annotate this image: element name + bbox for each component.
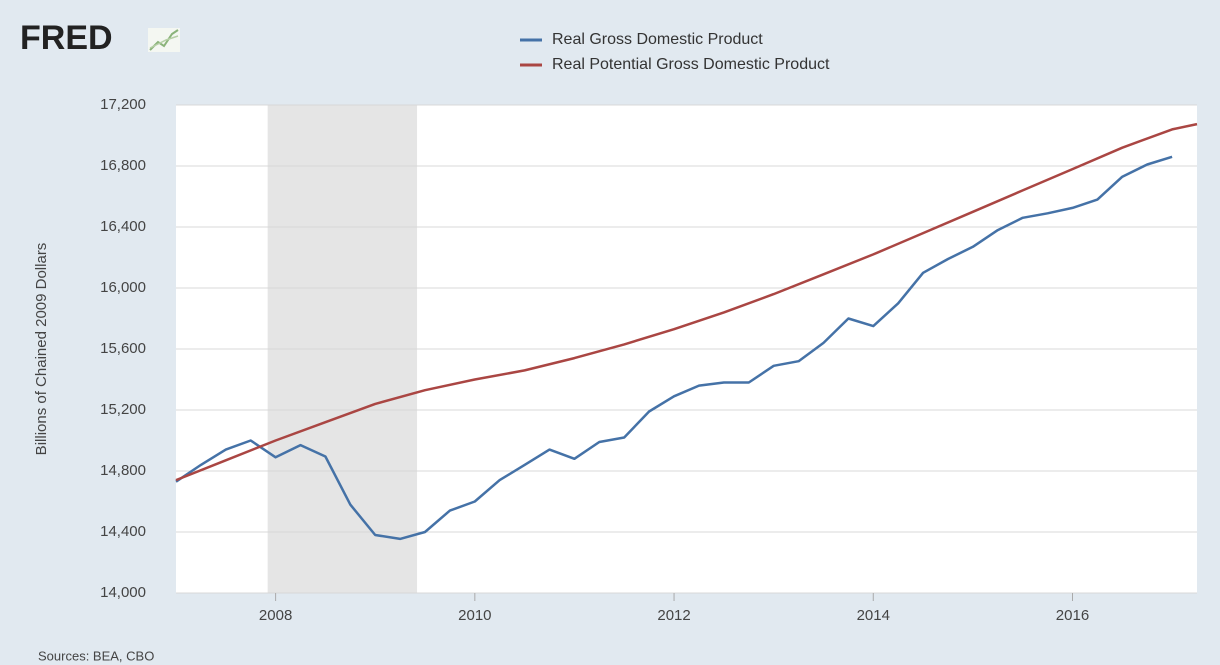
series-line: [175, 122, 1198, 482]
logo: FRED: [20, 19, 113, 57]
y-tick-label: 17,200: [100, 96, 146, 113]
y-tick-label: 15,600: [100, 340, 146, 357]
x-tick-label: 2012: [657, 607, 690, 624]
y-axis-label: Billions of Chained 2009 Dollars: [33, 243, 50, 456]
y-tick-label: 14,400: [100, 523, 146, 540]
legend-label: Real Gross Domestic Product: [552, 31, 763, 48]
x-tick-label: 2010: [458, 607, 491, 624]
y-tick-label: 15,200: [100, 401, 146, 418]
y-tick-label: 14,000: [100, 584, 146, 601]
y-tick-label: 14,800: [100, 462, 146, 479]
source: Sources: BEA, CBO: [38, 648, 154, 663]
x-tick-label: 2014: [857, 607, 890, 624]
series-line: [175, 155, 1173, 541]
x-tick-label: 2016: [1056, 607, 1089, 624]
y-tick-label: 16,000: [100, 279, 146, 296]
legend-label: Real Potential Gross Domestic Product: [552, 56, 830, 73]
x-tick-label: 2008: [259, 607, 292, 624]
logo-icon: [148, 28, 180, 52]
y-tick-label: 16,400: [100, 218, 146, 235]
y-tick-label: 16,800: [100, 157, 146, 174]
